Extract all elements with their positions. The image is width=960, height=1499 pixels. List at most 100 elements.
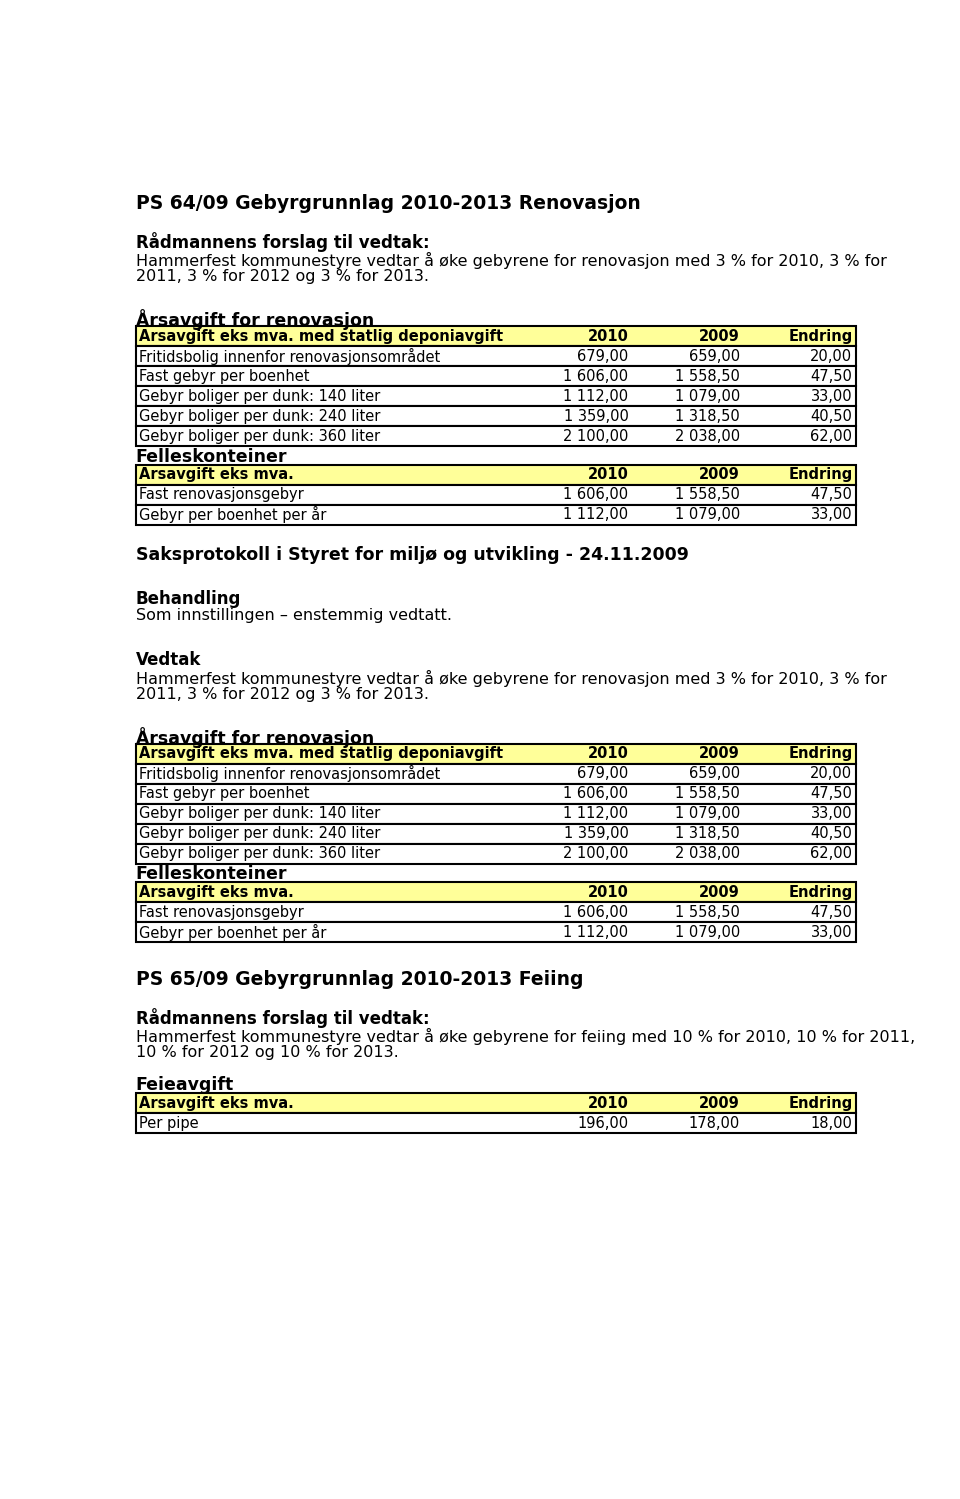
Text: 1 606,00: 1 606,00 <box>564 905 629 920</box>
Text: 1 112,00: 1 112,00 <box>564 507 629 522</box>
Text: 40,50: 40,50 <box>810 826 852 841</box>
Text: 1 112,00: 1 112,00 <box>564 925 629 940</box>
Text: Gebyr boliger per dunk: 360 liter: Gebyr boliger per dunk: 360 liter <box>139 429 380 444</box>
Text: Arsavgift eks mva.: Arsavgift eks mva. <box>139 468 294 483</box>
Bar <box>135 484 856 505</box>
Text: 62,00: 62,00 <box>810 845 852 860</box>
Text: Fast gebyr per boenhet: Fast gebyr per boenhet <box>139 369 310 384</box>
Text: 1 359,00: 1 359,00 <box>564 409 629 424</box>
Text: 2 100,00: 2 100,00 <box>563 429 629 444</box>
Text: Fritidsbolig innenfor renovasjonsområdet: Fritidsbolig innenfor renovasjonsområdet <box>139 348 441 364</box>
Text: 47,50: 47,50 <box>810 487 852 502</box>
Text: 2010: 2010 <box>588 884 629 899</box>
Text: Gebyr boliger per dunk: 240 liter: Gebyr boliger per dunk: 240 liter <box>139 826 381 841</box>
Text: Rådmannens forslag til vedtak:: Rådmannens forslag til vedtak: <box>135 1009 429 1028</box>
Bar <box>135 1093 856 1114</box>
Text: Rådmannens forslag til vedtak:: Rådmannens forslag til vedtak: <box>135 232 429 252</box>
Bar <box>135 902 856 922</box>
Text: Gebyr per boenhet per år: Gebyr per boenhet per år <box>139 507 326 523</box>
Text: PS 65/09 Gebyrgrunnlag 2010-2013 Feiing: PS 65/09 Gebyrgrunnlag 2010-2013 Feiing <box>135 970 583 989</box>
Text: Feieavgift: Feieavgift <box>135 1076 233 1094</box>
Text: Gebyr boliger per dunk: 360 liter: Gebyr boliger per dunk: 360 liter <box>139 845 380 860</box>
Text: 1 112,00: 1 112,00 <box>564 388 629 403</box>
Bar <box>135 465 856 484</box>
Bar <box>135 844 856 863</box>
Text: 2010: 2010 <box>588 747 629 761</box>
Text: Arsavgift eks mva. med statlig deponiavgift: Arsavgift eks mva. med statlig deponiavg… <box>139 328 503 343</box>
Text: 1 079,00: 1 079,00 <box>675 925 740 940</box>
Text: 18,00: 18,00 <box>810 1115 852 1130</box>
Text: Årsavgift for renovasjon: Årsavgift for renovasjon <box>135 727 373 748</box>
Text: Endring: Endring <box>788 328 852 343</box>
Text: 659,00: 659,00 <box>689 349 740 364</box>
Text: 2009: 2009 <box>699 747 740 761</box>
Bar <box>135 881 856 902</box>
Bar <box>135 744 856 763</box>
Text: Vedtak: Vedtak <box>135 651 201 669</box>
Text: 1 359,00: 1 359,00 <box>564 826 629 841</box>
Text: 62,00: 62,00 <box>810 429 852 444</box>
Text: 679,00: 679,00 <box>577 349 629 364</box>
Text: 40,50: 40,50 <box>810 409 852 424</box>
Text: Saksprotokoll i Styret for miljø og utvikling - 24.11.2009: Saksprotokoll i Styret for miljø og utvi… <box>135 547 688 565</box>
Text: 33,00: 33,00 <box>811 925 852 940</box>
Text: 33,00: 33,00 <box>811 806 852 821</box>
Bar <box>135 366 856 387</box>
Text: 2011, 3 % for 2012 og 3 % for 2013.: 2011, 3 % for 2012 og 3 % for 2013. <box>135 270 428 285</box>
Text: 47,50: 47,50 <box>810 905 852 920</box>
Text: 47,50: 47,50 <box>810 785 852 800</box>
Text: Hammerfest kommunestyre vedtar å øke gebyrene for renovasjon med 3 % for 2010, 3: Hammerfest kommunestyre vedtar å øke geb… <box>135 670 886 687</box>
Text: Felleskonteiner: Felleskonteiner <box>135 448 287 466</box>
Text: 2009: 2009 <box>699 1096 740 1111</box>
Text: Behandling: Behandling <box>135 589 241 607</box>
Bar <box>135 823 856 844</box>
Bar <box>135 784 856 803</box>
Text: 1 318,50: 1 318,50 <box>675 826 740 841</box>
Text: 178,00: 178,00 <box>688 1115 740 1130</box>
Text: Endring: Endring <box>788 468 852 483</box>
Text: Gebyr boliger per dunk: 140 liter: Gebyr boliger per dunk: 140 liter <box>139 806 380 821</box>
Text: Gebyr boliger per dunk: 240 liter: Gebyr boliger per dunk: 240 liter <box>139 409 381 424</box>
Bar <box>135 505 856 525</box>
Text: Gebyr boliger per dunk: 140 liter: Gebyr boliger per dunk: 140 liter <box>139 388 380 403</box>
Text: Arsavgift eks mva.: Arsavgift eks mva. <box>139 884 294 899</box>
Text: 679,00: 679,00 <box>577 766 629 781</box>
Text: 10 % for 2012 og 10 % for 2013.: 10 % for 2012 og 10 % for 2013. <box>135 1045 398 1060</box>
Bar <box>135 922 856 943</box>
Text: 1 079,00: 1 079,00 <box>675 507 740 522</box>
Text: Fast renovasjonsgebyr: Fast renovasjonsgebyr <box>139 487 304 502</box>
Text: Endring: Endring <box>788 884 852 899</box>
Text: 1 558,50: 1 558,50 <box>675 905 740 920</box>
Text: Hammerfest kommunestyre vedtar å øke gebyrene for renovasjon med 3 % for 2010, 3: Hammerfest kommunestyre vedtar å øke geb… <box>135 252 886 270</box>
Text: Endring: Endring <box>788 747 852 761</box>
Text: 2010: 2010 <box>588 328 629 343</box>
Text: Hammerfest kommunestyre vedtar å øke gebyrene for feiing med 10 % for 2010, 10 %: Hammerfest kommunestyre vedtar å øke geb… <box>135 1028 915 1045</box>
Text: Felleskonteiner: Felleskonteiner <box>135 865 287 883</box>
Text: 2009: 2009 <box>699 328 740 343</box>
Text: 33,00: 33,00 <box>811 507 852 522</box>
Text: 1 606,00: 1 606,00 <box>564 487 629 502</box>
Bar <box>135 327 856 346</box>
Text: Arsavgift eks mva. med statlig deponiavgift: Arsavgift eks mva. med statlig deponiavg… <box>139 747 503 761</box>
Text: 2011, 3 % for 2012 og 3 % for 2013.: 2011, 3 % for 2012 og 3 % for 2013. <box>135 687 428 702</box>
Text: 1 558,50: 1 558,50 <box>675 487 740 502</box>
Text: 20,00: 20,00 <box>810 766 852 781</box>
Text: Gebyr per boenhet per år: Gebyr per boenhet per år <box>139 923 326 941</box>
Text: 2 038,00: 2 038,00 <box>675 429 740 444</box>
Text: Endring: Endring <box>788 1096 852 1111</box>
Bar <box>135 346 856 366</box>
Text: 1 558,50: 1 558,50 <box>675 369 740 384</box>
Text: Årsavgift for renovasjon: Årsavgift for renovasjon <box>135 309 373 330</box>
Text: 2 038,00: 2 038,00 <box>675 845 740 860</box>
Text: 1 318,50: 1 318,50 <box>675 409 740 424</box>
Text: 1 079,00: 1 079,00 <box>675 388 740 403</box>
Text: 20,00: 20,00 <box>810 349 852 364</box>
Text: Fritidsbolig innenfor renovasjonsområdet: Fritidsbolig innenfor renovasjonsområdet <box>139 764 441 782</box>
Bar <box>135 1114 856 1133</box>
Text: PS 64/09 Gebyrgrunnlag 2010-2013 Renovasjon: PS 64/09 Gebyrgrunnlag 2010-2013 Renovas… <box>135 193 640 213</box>
Text: 1 079,00: 1 079,00 <box>675 806 740 821</box>
Bar <box>135 406 856 426</box>
Text: Arsavgift eks mva.: Arsavgift eks mva. <box>139 1096 294 1111</box>
Text: 196,00: 196,00 <box>577 1115 629 1130</box>
Text: 33,00: 33,00 <box>811 388 852 403</box>
